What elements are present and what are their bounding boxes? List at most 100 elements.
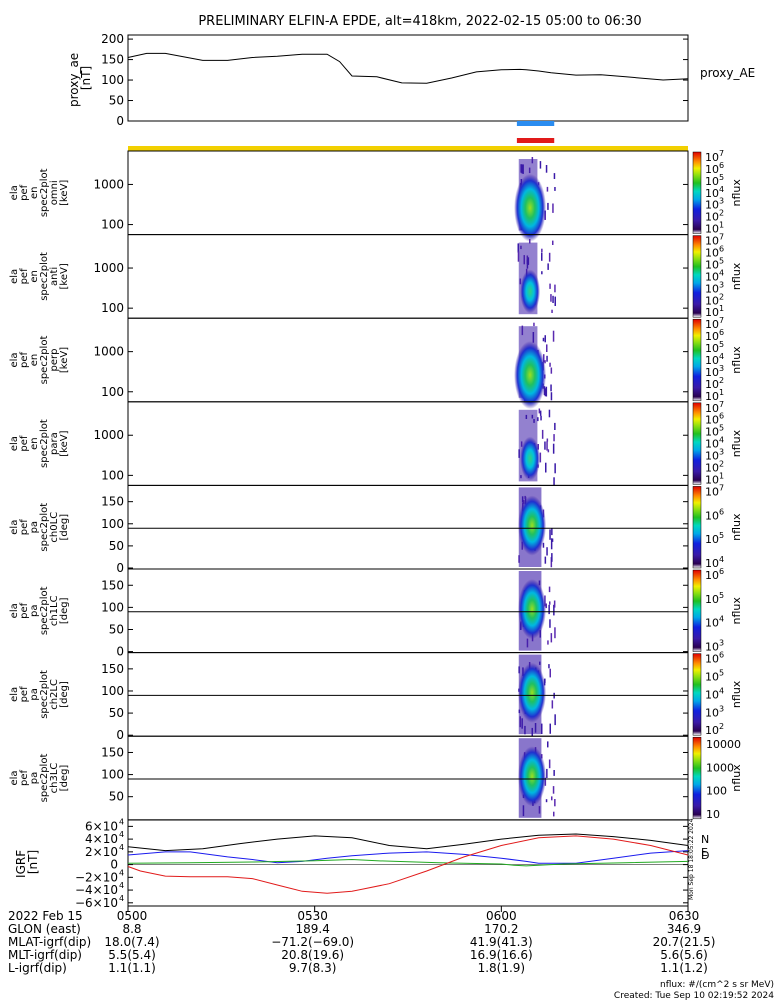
colorbar-tick-exponent: 3 [719, 197, 724, 206]
flux-streak [554, 187, 556, 191]
proxy-ae-tick-label: 100 [101, 73, 124, 87]
colorbar-tick-label: 10 [705, 330, 719, 343]
blue-mode-bar [516, 121, 555, 126]
flux-streak [548, 604, 550, 615]
flux-streak [546, 186, 549, 192]
spectrogram-ylabel-line: spec2plot [39, 336, 50, 385]
footer-value: 189.4 [295, 922, 329, 936]
flux-streak [545, 603, 547, 609]
colorbar: 10000 1000 100 10 nflux [692, 736, 743, 821]
colorbar-tick-label: 10 [705, 187, 719, 200]
colorbar-tick-exponent: 5 [719, 591, 724, 600]
spectrogram-ylabel: elapefpaspec2plotch2LC[deg] [9, 670, 70, 719]
proxy-ae-line [127, 52, 689, 84]
spectrogram-tick-label: 50 [109, 706, 124, 720]
colorbar-tick-label: 10 [705, 366, 719, 379]
spectrogram-ylabel: elapefenspec2plotperp[keV] [9, 336, 70, 385]
colorbar-tick-label: 10 [705, 593, 719, 606]
spectrogram-tick-label: 100 [101, 468, 124, 482]
flux-blob [518, 495, 547, 556]
flux-streak [551, 700, 554, 709]
created-note: Created: Tue Sep 10 02:19:52 2024 [614, 991, 774, 1000]
flux-streak [542, 337, 545, 342]
flux-streak [554, 714, 556, 726]
spectrogram-tick-label: 50 [109, 622, 124, 636]
colorbar-tick-label: 1000 [706, 761, 734, 774]
figure-title: PRELIMINARY ELFIN-A EPDE, alt=418km, 202… [198, 14, 641, 29]
colorbar-tick-label: 100 [706, 785, 727, 798]
colorbar-tick-label: 10 [705, 294, 719, 307]
colorbar-gradient [692, 486, 702, 569]
spectrogram-frame [127, 484, 689, 570]
igrf-tick-label: 6×10 [85, 819, 118, 833]
colorbar-tick-exponent: 7 [719, 149, 724, 158]
spectrogram-tick-label: 150 [101, 578, 124, 592]
flux-streak [541, 252, 543, 261]
colorbar-label: nflux [730, 346, 743, 374]
colorbar-tick-exponent: 3 [719, 448, 724, 457]
spectrogram-ylabel-line: ela [9, 603, 20, 618]
colorbar-tick-exponent: 2 [719, 722, 724, 731]
colorbar-label: nflux [730, 764, 743, 792]
spectrogram-ylabel-line: pa [29, 772, 40, 784]
flux-streak [550, 392, 553, 401]
footer-l-label: L-igrf(dip) [8, 961, 67, 975]
colorbar-tick-label: 10 [705, 270, 719, 283]
spectrogram-ylabel-line: para [49, 432, 60, 455]
colorbar-tick-label: 10 [705, 342, 719, 355]
colorbar-gradient [692, 402, 702, 485]
colorbar-tick-exponent: 2 [719, 376, 724, 385]
spectrogram-frame [127, 401, 689, 486]
spectrogram-ylabel: elapefpaspec2plotch1LC[deg] [9, 586, 70, 635]
proxy-ae-tick-label: 50 [109, 94, 124, 108]
igrf-yticks: 6×10 44×10 42×10 40−2×10 4−4×10 4−6×10 4 [75, 817, 688, 910]
flux-blob [520, 436, 541, 481]
spectrogram-ylabel-line: pef [19, 686, 30, 703]
footer-time-label: 0500 [117, 909, 148, 923]
flux-streak [546, 438, 549, 442]
flux-streak [551, 538, 554, 542]
flux-streak [544, 388, 547, 397]
spectrogram-yticks: 150 100 50 0 [101, 578, 688, 659]
colorbar-tick-exponent: 2 [719, 209, 724, 218]
flux-streak [553, 770, 555, 776]
spectrogram-data [518, 738, 556, 818]
colorbar-tick-label: 10 [705, 706, 719, 719]
flux-streak [541, 271, 543, 275]
flux-streak [550, 538, 553, 550]
spectrogram-tick-label: 100 [101, 385, 124, 399]
spectrogram-tick-label: 0 [116, 645, 124, 659]
colorbar-tick-exponent: 4 [719, 352, 724, 361]
spectrogram-ylabel-line: omni [49, 180, 60, 205]
flux-streak [554, 422, 556, 430]
proxy-ae-panel: 200 150 100 50 0 proxy_ae [nT] proxy_AE [67, 32, 755, 128]
flux-streak [538, 408, 541, 414]
colorbar-tick-exponent: 1 [719, 388, 724, 397]
colorbar-tick-exponent: 6 [719, 328, 724, 337]
flux-streak [548, 759, 551, 769]
spectrogram-tick-label: 100 [101, 768, 124, 782]
flux-streak [546, 441, 548, 451]
colorbar-tick-label: 10 [705, 163, 719, 176]
flux-streak [550, 557, 553, 568]
spectrogram-panel-8: 150 100 50 elapefpaspec2plotch3LC[deg] 10000… [9, 735, 743, 821]
flux-streak [546, 355, 548, 362]
footer-time-label: 0530 [297, 909, 328, 923]
flux-streak [552, 203, 554, 213]
colorbar-tick-label: 10 [705, 354, 719, 367]
colorbar-label: nflux [730, 680, 743, 708]
spectrogram-frame [127, 735, 689, 821]
flux-streak [549, 723, 551, 734]
colorbar-tick-exponent: 7 [719, 316, 724, 325]
colorbar-tick-label: 10 [706, 808, 720, 821]
spectrogram-ylabel-line: pef [19, 268, 30, 285]
colorbar-tick-exponent: 1 [719, 304, 724, 313]
spectrogram-tick-label: 100 [101, 218, 124, 232]
colorbar-gradient [692, 235, 702, 318]
igrf-tick-label: −6×10 [75, 896, 118, 910]
